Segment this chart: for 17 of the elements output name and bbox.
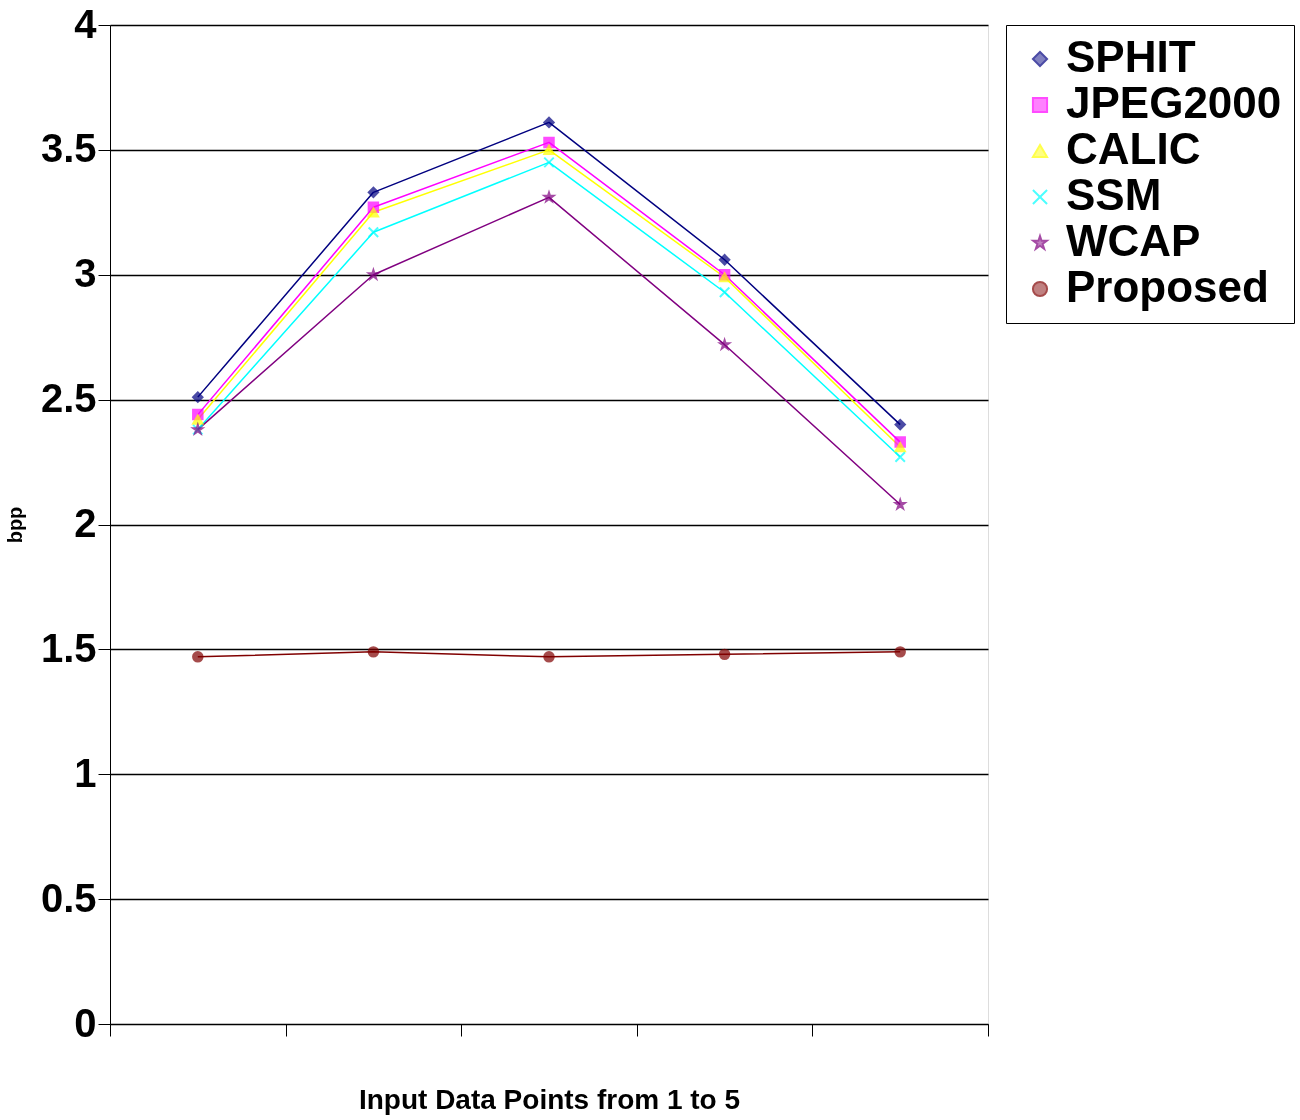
y-tick-label: 3.5: [40, 126, 97, 171]
legend-label: Proposed: [1066, 262, 1269, 311]
y-tick-label: 0.5: [40, 875, 97, 920]
legend-label: WCAP: [1066, 216, 1201, 265]
legend-label: CALIC: [1066, 124, 1201, 173]
y-tick-label: 2.5: [40, 376, 97, 421]
legend-label: SPHIT: [1066, 32, 1196, 81]
y-tick-label: 3: [74, 251, 97, 296]
y-tick-label: 0: [74, 1000, 97, 1045]
y-tick-label: 4: [74, 1, 98, 46]
y-tick-label: 1: [74, 750, 97, 795]
y-axis-title: bpp: [3, 506, 26, 544]
x-axis-title: Input Data Points from 1 to 5: [358, 1084, 741, 1115]
y-tick-label: 2: [74, 501, 97, 545]
legend-label: JPEG2000: [1066, 78, 1282, 127]
legend-label: SSM: [1066, 170, 1162, 219]
y-tick-label: 1.5: [40, 625, 97, 670]
